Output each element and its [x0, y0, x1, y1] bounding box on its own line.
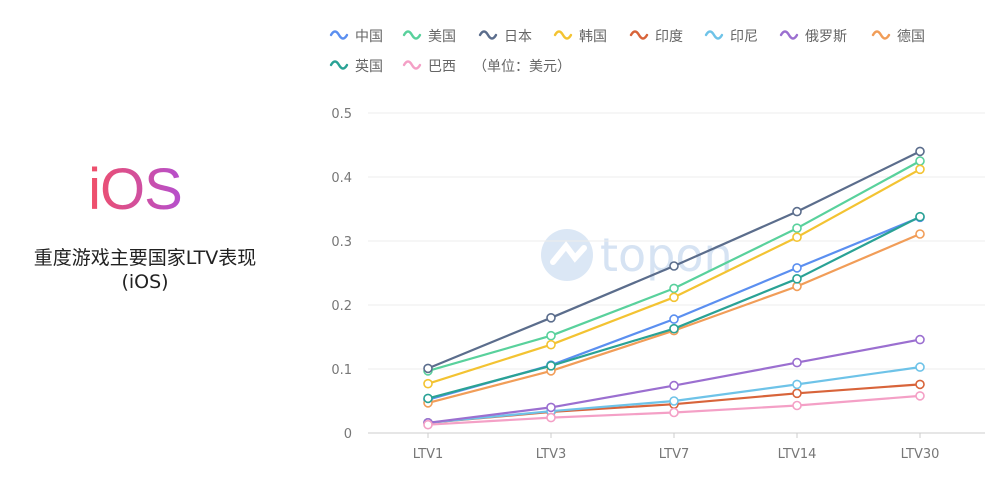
legend-label: 德国 [897, 29, 925, 45]
data-point[interactable] [792, 400, 802, 411]
data-point[interactable] [669, 314, 679, 324]
data-point[interactable] [792, 357, 802, 368]
data-point[interactable] [546, 330, 556, 341]
ios-logo: iOS [0, 158, 270, 222]
legend-label: 英国 [355, 58, 383, 75]
x-tick-label: LTV7 [659, 447, 690, 462]
data-point[interactable] [792, 263, 802, 273]
legend-wave-icon [329, 60, 349, 70]
data-point[interactable] [546, 412, 556, 423]
data-point[interactable] [915, 391, 925, 401]
legend-item[interactable]: 印尼 [704, 29, 758, 45]
chart-caption: 重度游戏主要国家LTV表现 (iOS) [0, 246, 290, 294]
data-point[interactable] [915, 164, 925, 175]
data-point[interactable] [669, 380, 679, 391]
data-point[interactable] [546, 402, 556, 413]
series-巴西 [423, 391, 925, 430]
watermark: topon [541, 228, 733, 282]
data-point[interactable] [792, 232, 802, 242]
data-point[interactable] [423, 363, 433, 374]
caption-title: 重度游戏主要国家LTV表现 [33, 247, 257, 269]
series-lines [423, 146, 925, 430]
legend-item[interactable]: 韩国 [553, 29, 607, 45]
data-point[interactable] [792, 281, 802, 292]
legend-wave-icon [402, 30, 422, 40]
data-point[interactable] [546, 339, 556, 350]
legend-label: 韩国 [579, 29, 607, 45]
legend-wave-icon [871, 30, 891, 40]
data-point[interactable] [546, 312, 556, 323]
y-tick-label: 0.2 [331, 299, 352, 314]
data-point[interactable] [669, 407, 679, 418]
data-point[interactable] [792, 273, 802, 284]
data-point[interactable] [915, 229, 925, 239]
data-point[interactable] [669, 396, 679, 406]
data-point[interactable] [423, 419, 433, 430]
data-point[interactable] [915, 379, 925, 390]
data-point[interactable] [669, 323, 679, 334]
legend-item[interactable]: 美国 [402, 29, 456, 45]
legend-label: 印度 [655, 29, 683, 45]
x-tick-label: LTV30 [901, 447, 940, 462]
data-point[interactable] [792, 388, 802, 399]
y-tick-label: 0.3 [331, 235, 352, 250]
data-point[interactable] [792, 379, 802, 390]
legend-label: 俄罗斯 [805, 29, 847, 45]
legend-item[interactable]: 中国 [329, 29, 383, 45]
legend-item[interactable]: 俄罗斯 [779, 29, 847, 45]
y-tick-label: 0.4 [331, 171, 352, 186]
legend-label: 日本 [504, 29, 532, 45]
data-point[interactable] [423, 378, 433, 389]
data-point[interactable] [915, 334, 925, 345]
data-point[interactable] [669, 261, 679, 271]
legend-wave-icon [329, 30, 349, 40]
legend-wave-icon [402, 60, 422, 70]
y-tick-label: 0 [344, 427, 352, 442]
legend-label: 美国 [428, 29, 456, 45]
legend-wave-icon [629, 30, 649, 40]
left-panel: iOS 重度游戏主要国家LTV表现 (iOS) [0, 0, 300, 496]
data-point[interactable] [792, 206, 802, 217]
x-tick-label: LTV14 [778, 447, 817, 462]
series-韩国 [423, 164, 925, 389]
y-axis: 0 0.1 0.2 0.3 0.4 0.5 [331, 107, 352, 442]
legend-unit-note: （单位：美元） [473, 59, 571, 75]
caption-platform: (iOS) [121, 271, 169, 293]
x-tick-label: LTV1 [413, 447, 444, 462]
legend-label: 印尼 [730, 29, 758, 45]
legend-item[interactable]: 德国 [871, 29, 925, 45]
data-point[interactable] [669, 283, 679, 294]
data-point[interactable] [915, 146, 925, 157]
watermark-text: topon [600, 228, 733, 282]
legend-wave-icon [704, 30, 724, 40]
data-point[interactable] [915, 362, 925, 372]
legend-wave-icon [478, 30, 498, 40]
legend-item[interactable]: 英国 [329, 58, 383, 75]
data-point[interactable] [915, 211, 925, 222]
legend-item[interactable]: 巴西 [402, 59, 456, 75]
data-point[interactable] [792, 223, 802, 233]
topon-logo-mark [550, 241, 587, 265]
series-俄罗斯 [423, 334, 925, 428]
x-tick-label: LTV3 [536, 447, 567, 462]
y-tick-label: 0.5 [331, 107, 352, 122]
data-point[interactable] [546, 360, 556, 371]
y-tick-label: 0.1 [331, 363, 352, 378]
x-axis: LTV1 LTV3 LTV7 LTV14 LTV30 [413, 433, 940, 462]
data-point[interactable] [423, 393, 433, 404]
series-日本 [423, 146, 925, 374]
legend-item[interactable]: 日本 [478, 29, 532, 45]
legend-wave-icon [553, 30, 573, 40]
legend-wave-icon [779, 30, 799, 40]
legend-label: 巴西 [428, 59, 456, 75]
data-point[interactable] [915, 156, 925, 166]
data-point[interactable] [669, 292, 679, 303]
series-英国 [423, 211, 925, 404]
legend-label: 中国 [355, 29, 383, 45]
topon-logo-icon [541, 229, 593, 281]
legend-item[interactable]: 印度 [629, 29, 683, 45]
